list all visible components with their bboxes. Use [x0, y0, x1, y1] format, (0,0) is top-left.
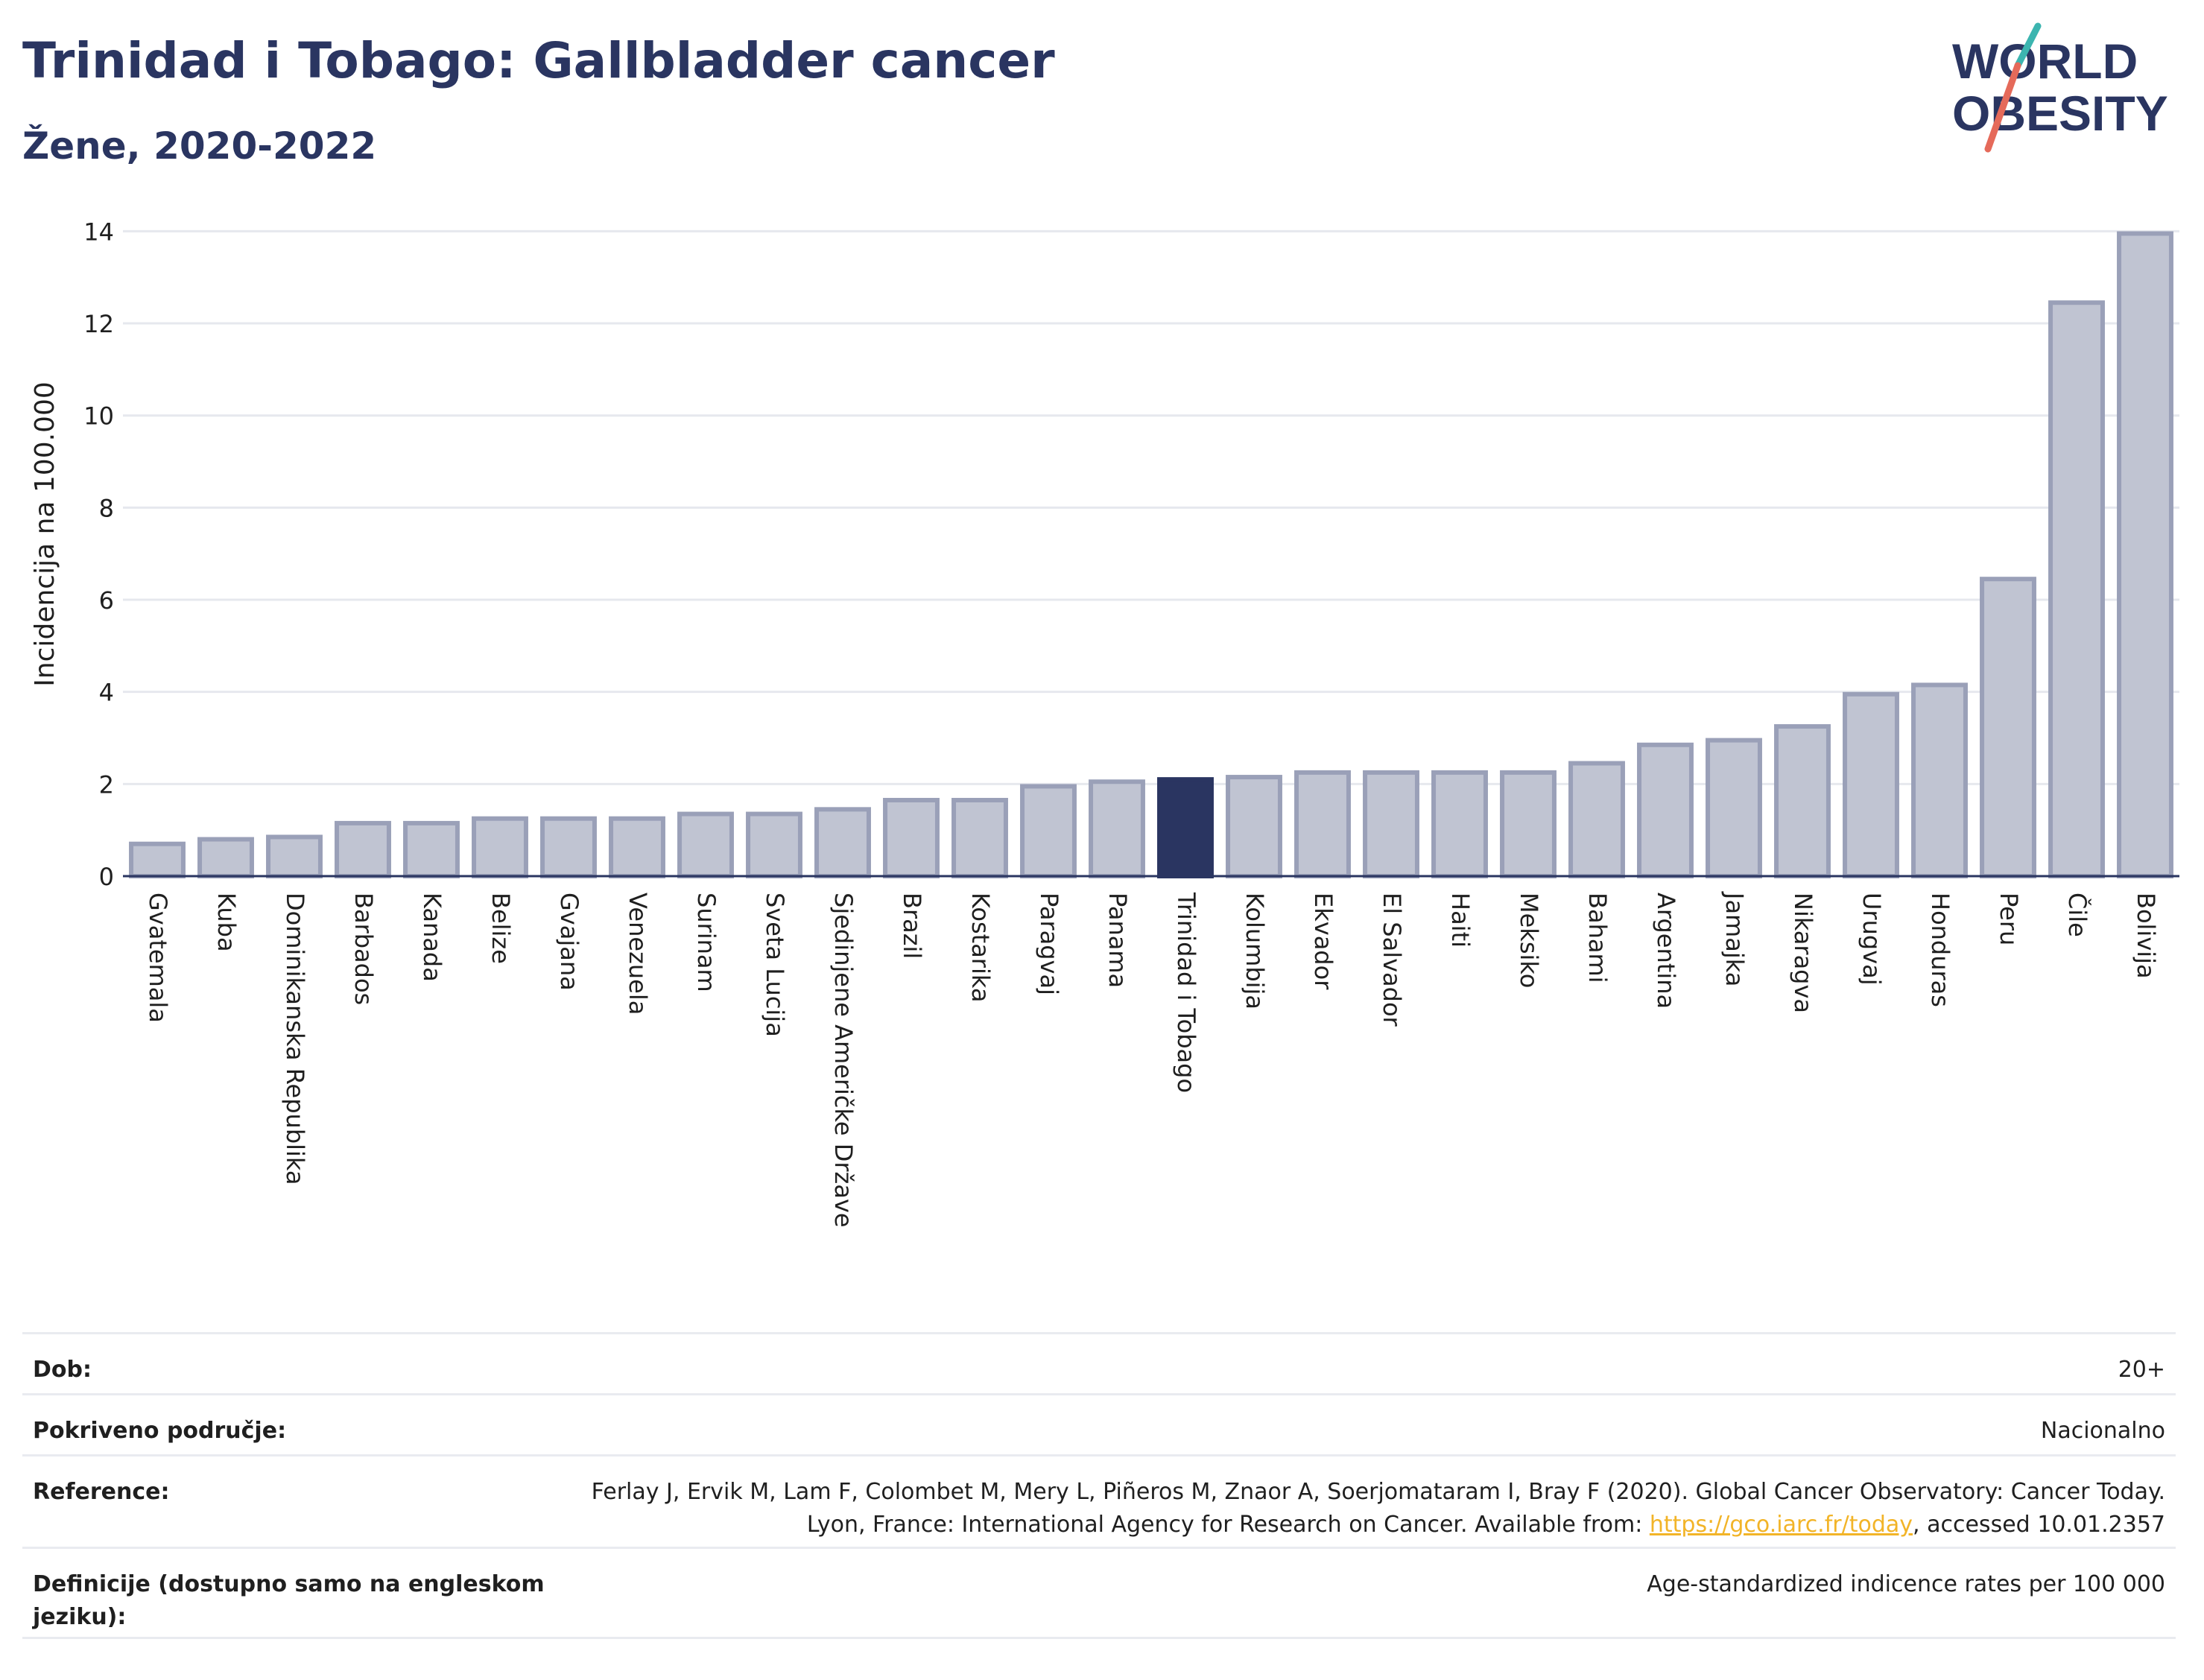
bar	[1637, 742, 1694, 878]
x-tick-label: Bolivija	[2132, 893, 2160, 979]
x-tick-label: Barbados	[349, 893, 378, 1005]
x-tick-label: Venezuela	[624, 893, 652, 1015]
y-tick-label: 4	[99, 679, 114, 707]
bar-chart: 0 2 4 6 8 10 12 14 Gvatemala Kuba Dominikanska Re…	[30, 218, 2179, 1228]
bars	[129, 231, 2173, 879]
meta-value-definitions: Age-standardized indicence rates per 100…	[1647, 1571, 2165, 1597]
bar	[1500, 770, 1557, 879]
meta-row-age: Dob: 20+	[22, 1332, 2176, 1393]
bar	[677, 811, 734, 879]
bar	[1911, 682, 1968, 879]
x-tick-label: Kostarika	[966, 893, 995, 1002]
x-tick-label: El Salvador	[1378, 893, 1406, 1027]
bar	[1363, 770, 1419, 879]
y-axis-ticks: 0 2 4 6 8 10 12 14	[83, 218, 114, 891]
bar	[609, 816, 665, 878]
x-tick-label: Urugvaj	[1858, 893, 1886, 986]
bar	[1294, 770, 1351, 879]
meta-value-coverage: Nacionalno	[2040, 1418, 2165, 1444]
y-axis-title: Incidencija na 100.000	[30, 381, 60, 687]
x-tick-label: Meksiko	[1515, 893, 1543, 988]
x-tick-label: Belize	[487, 893, 515, 964]
bar-highlighted	[1157, 777, 1214, 878]
meta-row-reference: Reference: Ferlay J, Ervik M, Lam F, Col…	[22, 1454, 2176, 1547]
bar	[403, 820, 460, 878]
x-tick-label: Argentina	[1652, 893, 1680, 1009]
bar	[1020, 784, 1077, 878]
x-tick-label: Dominikanska Republika	[281, 893, 309, 1185]
meta-label-age: Dob:	[33, 1357, 92, 1383]
meta-label-definitions: Definicije (dostupno samo na engleskom j…	[33, 1571, 545, 1630]
x-tick-label: Kuba	[212, 893, 241, 952]
bar	[883, 797, 940, 879]
bar	[1706, 738, 1762, 878]
bar	[1980, 577, 2036, 878]
x-tick-label: Sveta Lucija	[761, 893, 789, 1037]
bar	[1089, 779, 1145, 878]
logo-line2: OBESITY	[1952, 86, 2168, 141]
y-tick-label: 6	[99, 586, 114, 615]
x-tick-label: Nikaragva	[1789, 893, 1817, 1013]
y-tick-label: 10	[83, 402, 114, 431]
bar	[746, 811, 802, 879]
y-tick-label: 8	[99, 494, 114, 522]
bar	[540, 816, 597, 878]
x-tick-label: Panama	[1103, 893, 1132, 988]
bar	[2048, 300, 2105, 878]
bar	[472, 816, 528, 878]
bar	[814, 807, 871, 879]
bar	[1431, 770, 1488, 879]
x-tick-label: Kanada	[418, 893, 446, 982]
y-tick-label: 2	[99, 770, 114, 799]
logo-slash-top	[2014, 22, 2042, 69]
y-tick-label: 12	[83, 310, 114, 338]
reference-text: Ferlay J, Ervik M, Lam F, Colombet M, Me…	[591, 1479, 2165, 1538]
bar	[335, 820, 391, 878]
x-tick-label: Jamajka	[1720, 891, 1749, 986]
meta-label-coverage: Pokriveno područje:	[33, 1418, 287, 1444]
reference-accessed: , accessed 10.01.2357	[1913, 1512, 2165, 1538]
meta-value-age: 20+	[2118, 1357, 2165, 1383]
x-tick-label: Peru	[1995, 893, 2023, 945]
bar	[129, 841, 186, 879]
x-tick-label: Sjedinjene Američke Države	[829, 893, 858, 1228]
reference-link[interactable]: https://gco.iarc.fr/today	[1649, 1512, 1913, 1538]
bar	[1774, 724, 1831, 879]
bar	[1226, 775, 1282, 878]
x-tick-label: Trinidad i Tobago	[1172, 892, 1200, 1093]
bar	[197, 837, 254, 879]
meta-label-reference: Reference:	[33, 1479, 170, 1505]
meta-row-coverage: Pokriveno područje: Nacionalno	[22, 1393, 2176, 1454]
bar	[2117, 231, 2173, 878]
x-tick-label: Gvajana	[555, 893, 583, 991]
logo-slash-bottom	[1984, 62, 2021, 153]
bar	[951, 797, 1008, 879]
x-tick-label: Paragvaj	[1035, 893, 1063, 995]
meta-value-reference: Ferlay J, Ervik M, Lam F, Colombet M, Me…	[569, 1476, 2165, 1541]
chart-subtitle: Žene, 2020-2022	[22, 124, 377, 168]
x-tick-label: Čile	[2063, 893, 2092, 937]
x-tick-label: Honduras	[1926, 893, 1954, 1007]
x-tick-label: Surinam	[692, 893, 721, 992]
x-axis-labels: Gvatemala Kuba Dominikanska Republika Barba…	[144, 891, 2160, 1228]
chart-title: Trinidad i Tobago: Gallbladder cancer	[22, 32, 1055, 89]
y-tick-label: 0	[99, 863, 114, 891]
x-tick-label: Brazil	[898, 893, 926, 959]
y-tick-label: 14	[83, 218, 114, 246]
x-tick-label: Ekvador	[1309, 893, 1337, 990]
metadata-table: Dob: 20+ Pokriveno područje: Nacionalno …	[22, 1332, 2176, 1639]
bar	[1843, 691, 1899, 878]
x-tick-label: Haiti	[1446, 893, 1475, 948]
logo-line1: WORLD	[1952, 34, 2138, 89]
grid-lines	[123, 229, 2179, 785]
bar	[1568, 761, 1625, 879]
x-tick-label: Bahami	[1583, 893, 1612, 983]
x-tick-label: Gvatemala	[144, 893, 172, 1023]
x-tick-label: Kolumbija	[1241, 893, 1269, 1009]
bar	[266, 834, 323, 879]
world-obesity-logo: WORLD OBESITY	[1952, 22, 2168, 153]
meta-row-definitions: Definicije (dostupno samo na engleskom j…	[22, 1547, 2176, 1639]
